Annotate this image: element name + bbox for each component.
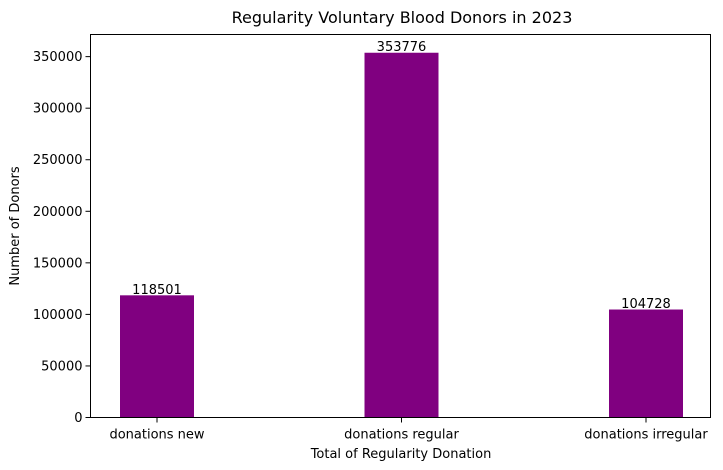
y-tick-label: 150000	[33, 256, 83, 271]
y-tick-label: 200000	[33, 205, 83, 220]
y-tick-label: 250000	[33, 153, 83, 168]
x-tick-label: donations regular	[344, 428, 459, 443]
x-axis-label: Total of Regularity Donation	[310, 447, 492, 462]
x-axis: donations new donations regular donations …	[109, 417, 708, 443]
y-tick-label: 100000	[33, 308, 83, 323]
bars-layer: 118501 353776 104728	[120, 40, 683, 418]
bar-2	[364, 52, 439, 418]
bar-value-label: 353776	[377, 40, 427, 55]
x-tick-label: donations irregular	[584, 428, 708, 443]
chart-title: Regularity Voluntary Blood Donors in 202…	[232, 8, 573, 27]
y-tick-label: 300000	[33, 102, 83, 117]
y-axis: 0 50000 100000 150000 200000 250000 300000 3500…	[33, 50, 91, 426]
plot-frame	[90, 34, 711, 418]
bar-1	[120, 295, 194, 418]
y-axis-label: Number of Donors	[8, 166, 23, 286]
x-tick-label: donations new	[109, 428, 204, 443]
bar-3	[609, 309, 683, 418]
y-tick-label: 350000	[33, 50, 83, 65]
y-tick-label: 0	[74, 411, 82, 426]
y-tick-label: 50000	[41, 359, 82, 374]
bar-value-label: 118501	[132, 283, 182, 298]
bar-value-label: 104728	[621, 297, 671, 312]
